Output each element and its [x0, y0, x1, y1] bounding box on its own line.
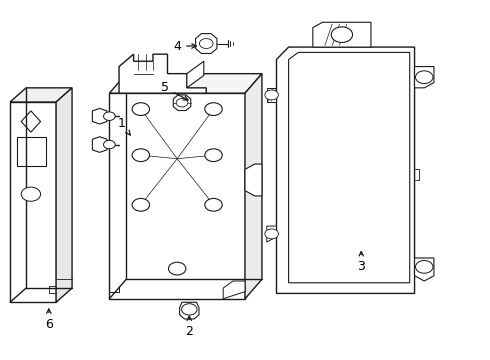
Circle shape: [132, 103, 149, 116]
Circle shape: [132, 198, 149, 211]
Text: 6: 6: [45, 309, 53, 331]
Polygon shape: [10, 88, 72, 102]
Text: 2: 2: [185, 316, 193, 338]
Circle shape: [21, 187, 41, 201]
Circle shape: [132, 149, 149, 162]
Text: 5: 5: [161, 81, 188, 100]
Circle shape: [205, 149, 222, 162]
Circle shape: [265, 90, 278, 100]
Polygon shape: [223, 281, 245, 299]
Polygon shape: [10, 102, 56, 302]
Circle shape: [176, 99, 188, 107]
Polygon shape: [415, 258, 434, 281]
Polygon shape: [415, 67, 434, 88]
Polygon shape: [245, 164, 262, 196]
Polygon shape: [187, 61, 204, 88]
Polygon shape: [93, 137, 107, 152]
Circle shape: [265, 229, 278, 239]
Polygon shape: [109, 74, 262, 93]
Polygon shape: [93, 108, 107, 124]
Circle shape: [199, 39, 213, 49]
Text: 3: 3: [357, 252, 365, 273]
Polygon shape: [276, 47, 415, 293]
Circle shape: [205, 103, 222, 116]
Polygon shape: [119, 54, 206, 93]
Circle shape: [103, 140, 115, 149]
Circle shape: [331, 27, 352, 42]
Text: 4: 4: [173, 40, 196, 53]
Polygon shape: [56, 88, 72, 302]
Bar: [17, 138, 47, 166]
Circle shape: [416, 71, 433, 84]
Polygon shape: [267, 88, 276, 102]
Polygon shape: [173, 95, 191, 111]
Circle shape: [169, 262, 186, 275]
Circle shape: [205, 198, 222, 211]
Text: 1: 1: [118, 117, 130, 135]
Polygon shape: [196, 33, 217, 54]
Polygon shape: [267, 226, 276, 242]
Polygon shape: [245, 74, 262, 299]
Circle shape: [103, 112, 115, 121]
Circle shape: [181, 304, 197, 315]
Polygon shape: [313, 22, 371, 47]
Polygon shape: [109, 93, 245, 299]
Circle shape: [416, 260, 433, 273]
Polygon shape: [180, 302, 199, 319]
